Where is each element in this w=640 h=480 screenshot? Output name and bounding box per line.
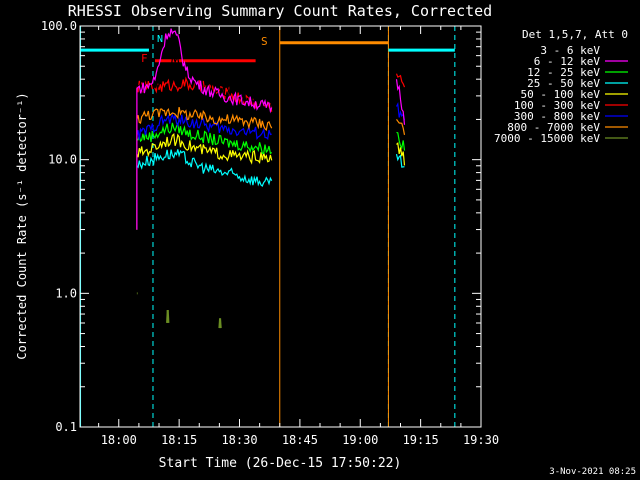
series-1-line xyxy=(136,28,406,230)
series-6-line xyxy=(136,101,406,230)
legend-label-3: 25 - 50 keV xyxy=(527,77,600,90)
flare-bar-label: F xyxy=(141,52,148,65)
y-tick-label-3: 100.0 xyxy=(41,19,77,33)
axis-ticks: 18:00 18:15 18:30 18:45 19:00 19:15 19:30 0.1 1.… xyxy=(41,19,499,447)
x-tick-label-0: 18:00 xyxy=(101,433,137,447)
y-axis-label: Corrected Count Rate (s⁻¹ detector⁻¹) xyxy=(15,92,29,359)
x-tick-label-2: 18:30 xyxy=(221,433,257,447)
data-layer xyxy=(80,26,456,427)
legend-label-8: 7000 - 15000 keV xyxy=(494,132,600,145)
x-tick-label-6: 19:30 xyxy=(463,433,499,447)
y-tick-label-2: 10.0 xyxy=(48,153,77,167)
series-3-line xyxy=(136,149,405,230)
series-8-seg-6 xyxy=(219,318,222,329)
x-tick-label-4: 19:00 xyxy=(342,433,378,447)
x-tick-label-1: 18:15 xyxy=(161,433,197,447)
legend-label-1: 6 - 12 keV xyxy=(534,55,601,68)
series-0-line xyxy=(136,56,273,230)
x-tick-label-3: 18:45 xyxy=(282,433,318,447)
legend-label-6: 300 - 800 keV xyxy=(514,110,600,123)
series-5-line xyxy=(136,73,406,230)
series-4-line xyxy=(136,132,406,230)
saa-bar-label: S xyxy=(261,35,268,48)
chart-title: RHESSI Observing Summary Count Rates, Co… xyxy=(68,2,492,20)
night-marker-label: N xyxy=(157,34,163,45)
series-2-line xyxy=(136,122,406,230)
series-8-seg-3 xyxy=(166,309,170,324)
legend-label-4: 50 - 100 keV xyxy=(521,88,601,101)
legend-label-5: 100 - 300 keV xyxy=(514,99,600,112)
footer-date: 3-Nov-2021 08:25 xyxy=(549,467,636,477)
y-tick-label-1: 1.0 xyxy=(55,286,77,300)
legend-title: Det 1,5,7, Att 0 xyxy=(522,28,628,41)
y-tick-label-0: 0.1 xyxy=(55,420,77,434)
legend-label-2: 12 - 25 keV xyxy=(527,66,600,79)
legend-label-0: 3 - 6 keV xyxy=(540,44,600,57)
x-axis-label: Start Time (26-Dec-15 17:50:22) xyxy=(159,456,402,471)
plot-frame xyxy=(79,25,482,428)
legend-label-7: 800 - 7000 keV xyxy=(507,121,600,134)
series-7-line xyxy=(136,106,406,230)
x-tick-label-5: 19:15 xyxy=(403,433,439,447)
